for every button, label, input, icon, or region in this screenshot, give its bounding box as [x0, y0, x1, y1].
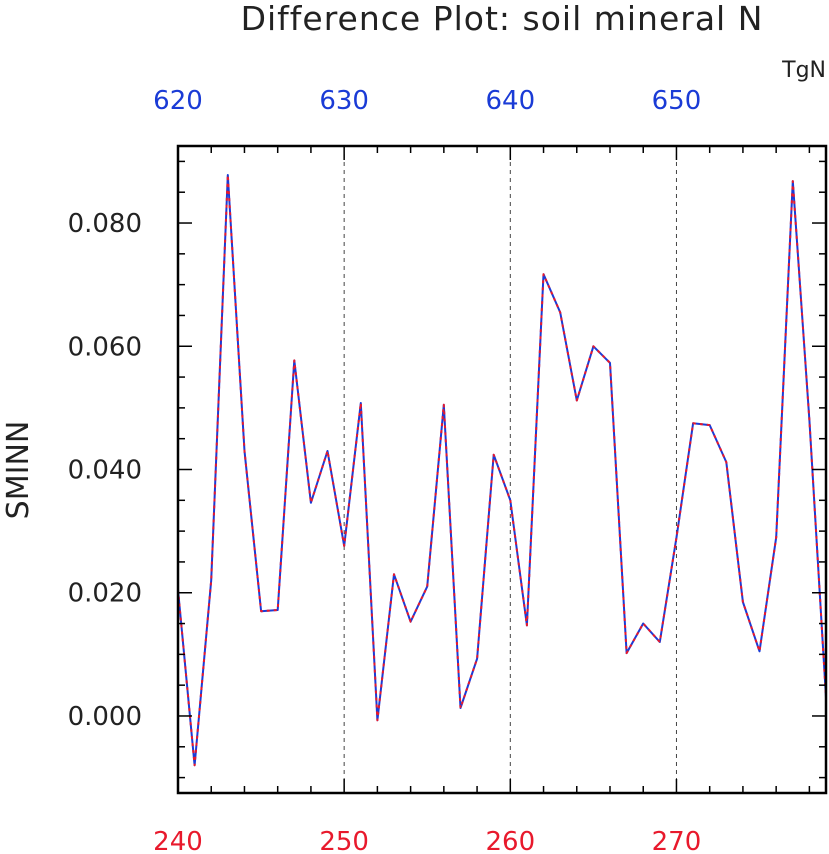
y-tick-label-1: 0.020: [68, 579, 142, 609]
series-lines: [177, 174, 827, 767]
x-bottom-tick-label-1: 250: [319, 827, 369, 854]
series-line-2-dashed: [177, 174, 827, 767]
y-tick-label-3: 0.060: [68, 332, 142, 362]
x-top-tick-label-3: 650: [652, 86, 702, 116]
x-bottom-tick-label-3: 270: [652, 827, 702, 854]
x-bottom-tick-label-0: 240: [153, 827, 203, 854]
chart-title: Difference Plot: soil mineral N: [241, 0, 764, 38]
series-line-1-solid: [177, 174, 827, 767]
y-tick-label-0: 0.000: [68, 702, 142, 732]
grid-lines: [343, 146, 677, 793]
plot-border: [176, 144, 828, 795]
x-bottom-tick-label-2: 260: [485, 827, 535, 854]
axis-ticks: [177, 146, 826, 793]
x-top-tick-label-0: 620: [153, 86, 203, 116]
y-tick-label-4: 0.080: [68, 209, 142, 239]
tick-labels: 0.000 0.020 0.040 0.060 0.080 240 250 260 270 620…: [68, 86, 702, 854]
x-top-tick-label-2: 640: [485, 86, 535, 116]
chart-units: TgN: [781, 58, 826, 83]
y-tick-label-2: 0.040: [68, 456, 142, 486]
y-axis-label: SMINN: [1, 421, 36, 520]
plot-frame: [176, 144, 828, 795]
x-top-tick-label-1: 630: [319, 86, 369, 116]
